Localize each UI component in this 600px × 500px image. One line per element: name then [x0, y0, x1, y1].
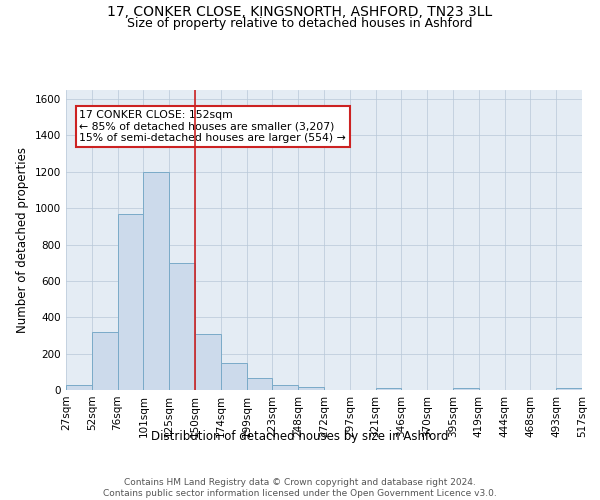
Bar: [453, 388, 479, 390]
Bar: [92, 332, 118, 390]
Bar: [169, 262, 195, 390]
Text: 17 CONKER CLOSE: 152sqm
← 85% of detached houses are smaller (3,207)
15% of semi: 17 CONKER CLOSE: 152sqm ← 85% of detache…: [79, 110, 346, 143]
Text: Contains HM Land Registry data © Crown copyright and database right 2024.
Contai: Contains HM Land Registry data © Crown c…: [103, 478, 497, 498]
Text: Size of property relative to detached houses in Ashford: Size of property relative to detached ho…: [127, 18, 473, 30]
Bar: [298, 388, 324, 390]
Text: 17, CONKER CLOSE, KINGSNORTH, ASHFORD, TN23 3LL: 17, CONKER CLOSE, KINGSNORTH, ASHFORD, T…: [107, 5, 493, 19]
Bar: [118, 214, 143, 390]
Bar: [143, 172, 169, 390]
Bar: [556, 388, 582, 390]
Bar: [221, 362, 247, 390]
Bar: [272, 386, 298, 390]
Bar: [66, 386, 92, 390]
Text: Distribution of detached houses by size in Ashford: Distribution of detached houses by size …: [151, 430, 449, 443]
Bar: [376, 388, 401, 390]
Y-axis label: Number of detached properties: Number of detached properties: [16, 147, 29, 333]
Bar: [195, 334, 221, 390]
Bar: [247, 378, 272, 390]
